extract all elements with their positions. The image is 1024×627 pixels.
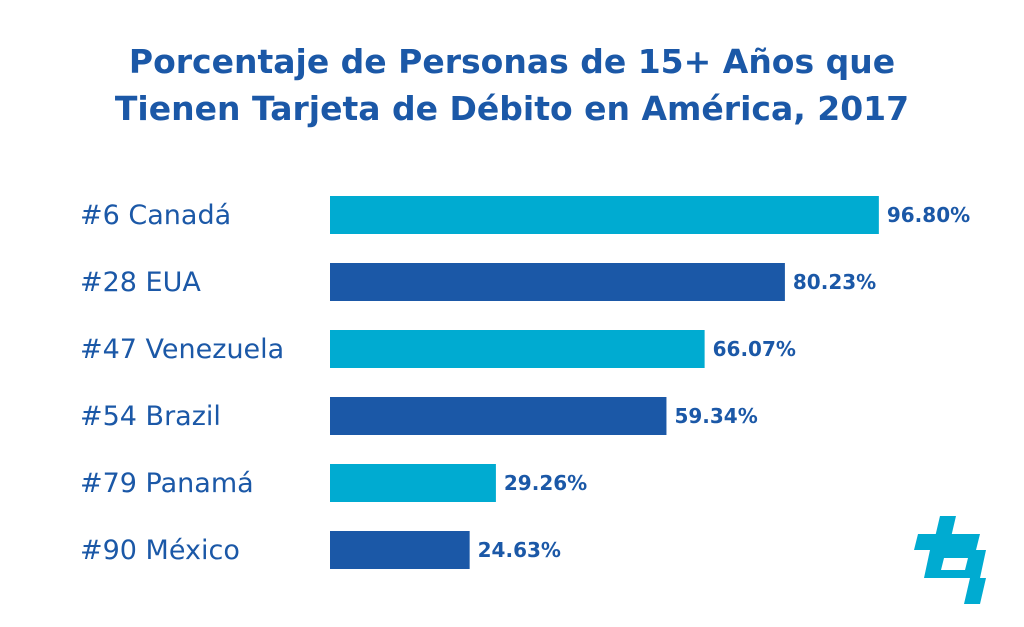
value-label: 24.63%	[478, 538, 561, 562]
category-label: #6 Canadá	[80, 200, 231, 231]
value-label: 59.34%	[674, 404, 757, 428]
chart-title-line-2: Tienen Tarjeta de Débito en América, 201…	[114, 89, 910, 128]
brand-logo-icon	[914, 516, 986, 604]
value-label: 96.80%	[887, 203, 970, 227]
chart-title-line-1: Porcentaje de Personas de 15+ Años que	[128, 42, 896, 81]
bar	[330, 464, 496, 502]
bar	[330, 196, 879, 234]
category-label: #79 Panamá	[80, 468, 254, 499]
category-label: #47 Venezuela	[80, 334, 284, 365]
category-label: #90 México	[80, 535, 240, 566]
category-label: #54 Brazil	[80, 401, 221, 432]
value-label: 80.23%	[793, 270, 876, 294]
chart-title: Porcentaje de Personas de 15+ Años que T…	[0, 38, 1024, 132]
bar	[330, 330, 705, 368]
category-label: #28 EUA	[80, 267, 201, 298]
bar	[330, 397, 667, 435]
value-label: 29.26%	[504, 471, 587, 495]
value-label: 66.07%	[713, 337, 796, 361]
bar	[330, 531, 470, 569]
bar	[330, 263, 785, 301]
